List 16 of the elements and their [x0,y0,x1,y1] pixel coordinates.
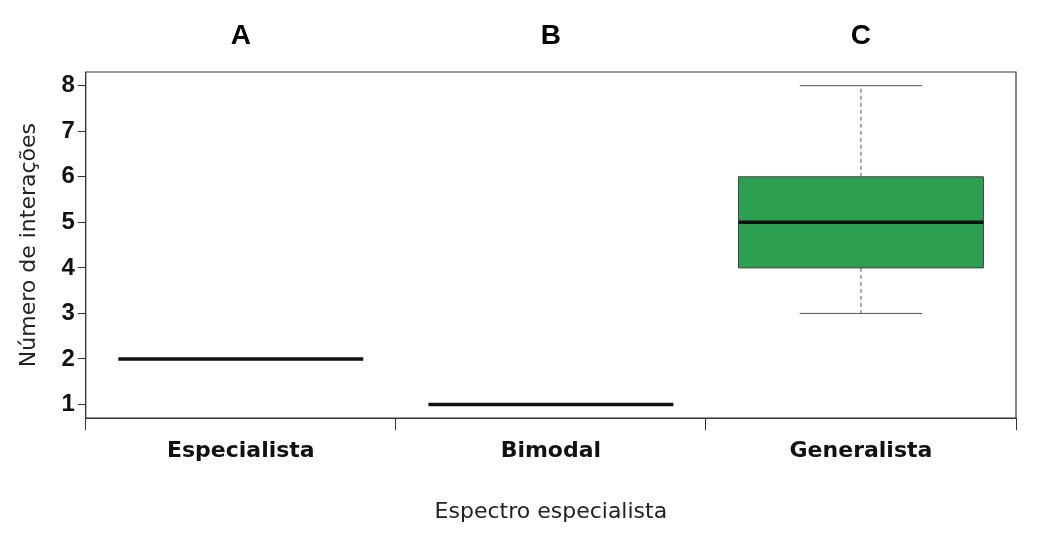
y-tick-label: 2 [61,343,75,371]
y-tick-label: 5 [61,206,75,234]
y-axis-title: Número de interações [14,123,40,368]
y-tick-label: 8 [61,70,75,98]
x-axis-title: Espectro especialista [434,497,668,523]
text: C [850,18,872,50]
y-tick-label: 3 [61,298,75,326]
y-tick-label: 7 [61,115,75,143]
x-tick-label: Bimodal [500,437,602,463]
y-tick-label: 4 [61,252,76,280]
y-tick-label: 6 [61,161,75,189]
y-tick-label: 1 [61,389,75,417]
x-tick-label: Generalista [789,437,933,463]
text: B [540,18,561,50]
x-tick-label: Especialista [166,437,315,463]
text: A [230,18,251,50]
